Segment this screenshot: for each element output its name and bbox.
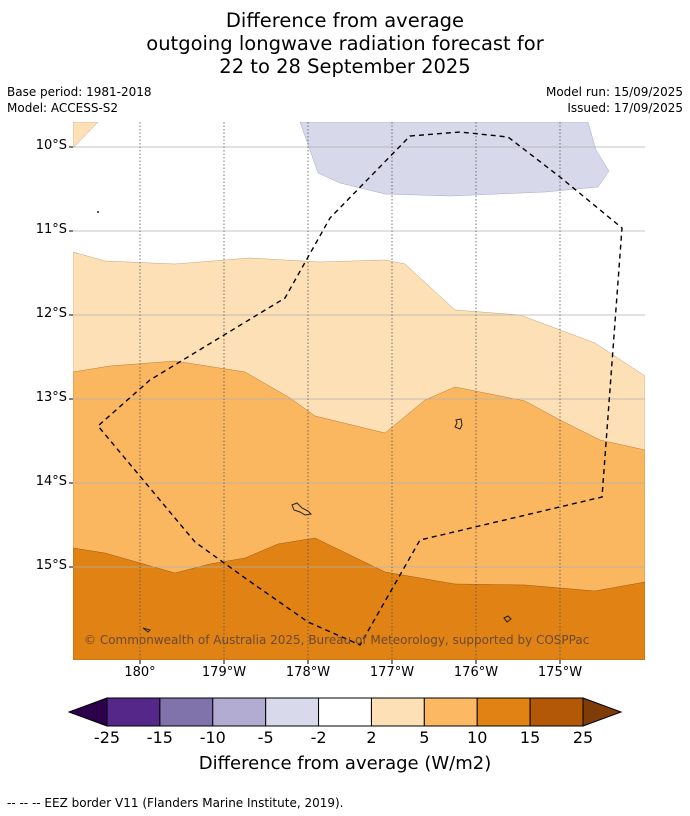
colorbar-segment [265, 697, 320, 727]
colorbar-tick-label: 2 [366, 728, 377, 747]
lat-label: 12°S [35, 306, 67, 321]
eez-border [97, 131, 623, 646]
lat-label: 15°S [35, 558, 67, 573]
title-line-3: 22 to 28 September 2025 [219, 55, 471, 78]
base-period: Base period: 1981-2018 [7, 85, 152, 99]
lat-label: 13°S [35, 390, 67, 405]
colorbar-tick-label: -25 [93, 728, 121, 747]
colorbar [67, 697, 623, 727]
colorbar-tick-label: -2 [310, 728, 327, 747]
colorbar-tick-label: 5 [419, 728, 430, 747]
contour-pos-2-to-5-corner [73, 122, 99, 149]
title-line-2: outgoing longwave radiation forecast for [146, 32, 544, 55]
lon-label: 177°W [369, 665, 415, 680]
colorbar-tick-label: 10 [467, 728, 488, 747]
colorbar-segment [529, 697, 584, 727]
title-line-1: Difference from average [225, 9, 465, 32]
lon-label: 176°W [453, 665, 499, 680]
colorbar-segment [370, 697, 425, 727]
longitude-gridlines [139, 122, 561, 660]
colorbar-extend-high [582, 697, 623, 727]
island-outline [142, 627, 151, 633]
lat-label: 14°S [35, 474, 67, 489]
contour-neg-5-to-2 [299, 122, 610, 197]
lat-label: 10°S [35, 138, 67, 153]
colorbar-tick-label: -15 [146, 728, 173, 747]
latitude-gridlines [73, 146, 645, 568]
map-area [73, 122, 645, 660]
issued-date: Issued: 17/09/2025 [567, 101, 683, 115]
colorbar-segment [212, 697, 267, 727]
contour-pos-10-to-15 [73, 537, 645, 660]
colorbar-tick-label: -5 [257, 728, 274, 747]
model-run: Model run: 15/09/2025 [545, 85, 683, 99]
colorbar-segment [423, 697, 478, 727]
colorbar-segment [318, 697, 372, 727]
lon-label: 180° [124, 665, 156, 680]
model-name: Model: ACCESS-S2 [7, 101, 119, 115]
eez-footnote: -- -- -- EEZ border V11 (Flanders Marine… [7, 796, 344, 810]
lon-label: 179°W [201, 665, 247, 680]
copyright-notice: © Commonwealth of Australia 2025, Bureau… [84, 633, 590, 647]
lon-label: 175°W [537, 665, 583, 680]
colorbar-segment [159, 697, 214, 727]
colorbar-tick-label: 25 [572, 728, 594, 747]
colorbar-segment [476, 697, 531, 727]
island-outline [97, 211, 99, 213]
lat-label: 11°S [35, 222, 67, 237]
island-outline [454, 418, 463, 430]
island-outline [291, 502, 313, 516]
colorbar-tick-label: 15 [519, 728, 541, 747]
colorbar-label: Difference from average (W/m2) [198, 753, 492, 774]
island-outline [503, 615, 512, 623]
colorbar-segment [106, 697, 161, 727]
colorbar-extend-low [67, 697, 108, 727]
axis-ticks [69, 146, 561, 664]
colorbar-tick-label: -10 [199, 728, 226, 747]
lon-label: 178°W [285, 665, 331, 680]
